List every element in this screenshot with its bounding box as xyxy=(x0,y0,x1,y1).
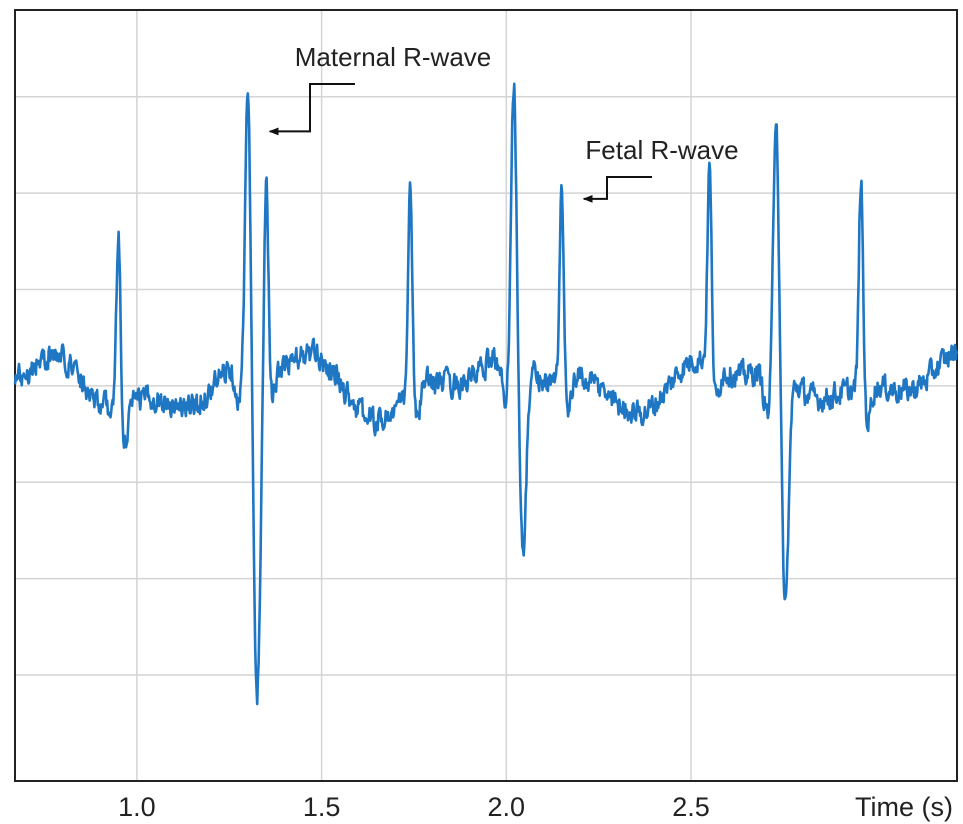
series-layer xyxy=(13,82,959,706)
plot-frame xyxy=(14,9,958,782)
annotation-label: Fetal R-wave xyxy=(585,135,738,165)
x-axis-label: Time (s) xyxy=(855,792,953,822)
tick-layer: 1.0 1.5 2.0 2.5 xyxy=(118,792,710,822)
x-tick-label: 1.5 xyxy=(303,792,341,822)
annotation-layer: Maternal R-wave Fetal R-wave xyxy=(268,42,739,203)
annotation-arrow xyxy=(582,176,652,203)
grid xyxy=(15,10,957,781)
x-tick-label: 2.5 xyxy=(672,792,710,822)
annotation-arrow xyxy=(268,83,355,136)
x-tick-label: 1.0 xyxy=(118,792,156,822)
annotation-label: Maternal R-wave xyxy=(295,42,492,72)
ecg-signal-line xyxy=(13,82,959,706)
x-tick-label: 2.0 xyxy=(488,792,526,822)
